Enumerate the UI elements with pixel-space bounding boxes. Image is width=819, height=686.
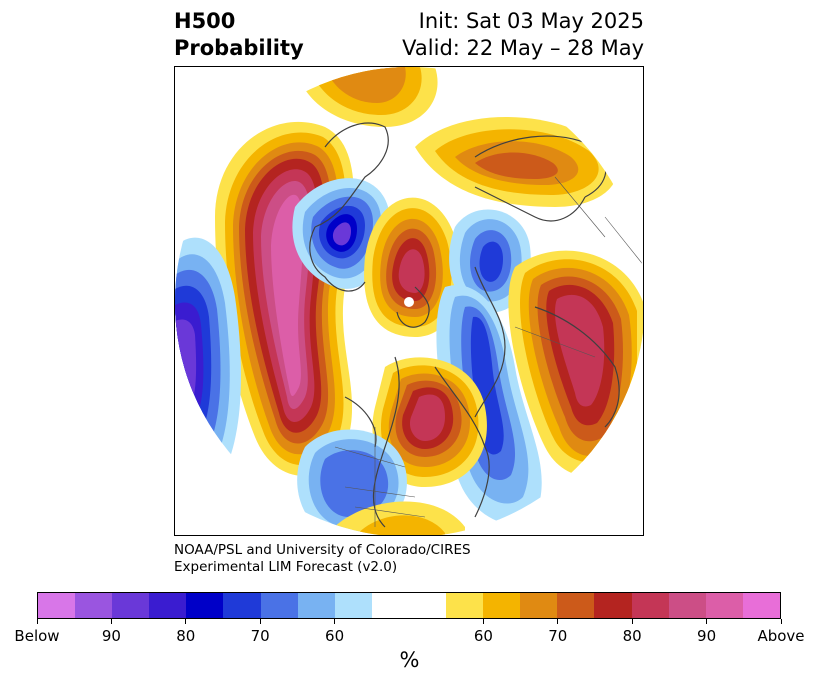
colorbar-tick: [259, 619, 261, 624]
colorbar-segment: [149, 593, 187, 618]
colorbar-tick-label: 70: [548, 627, 568, 645]
colorbar-segment: [112, 593, 150, 618]
colorbar-segment: [446, 593, 484, 618]
map-panel: [174, 66, 644, 536]
negative-anomaly-north: [292, 178, 391, 289]
colorbar-tick-label: 90: [101, 627, 121, 645]
colorbar-segment: [38, 593, 76, 618]
valid-range: Valid: 22 May – 28 May: [402, 36, 644, 60]
positive-anomaly-pacific: [215, 121, 354, 476]
credit-text: NOAA/PSL and University of Colorado/CIRE…: [174, 542, 471, 576]
colorbar-tick: [334, 619, 336, 624]
map-title: H500 Probability: [174, 8, 304, 62]
colorbar-segment: [483, 593, 521, 618]
credit-line-1: NOAA/PSL and University of Colorado/CIRE…: [174, 542, 471, 558]
colorbar-segment: [260, 593, 298, 618]
colorbar-unit: %: [399, 648, 420, 672]
colorbar-segment: [223, 593, 261, 618]
positive-anomaly-greenland: [364, 197, 461, 337]
colorbar-tick: [110, 619, 112, 624]
colorbar-ticks: Below 90 80 70 60 60 70 80 90 Above: [14, 619, 805, 649]
colorbar-segment: [742, 593, 780, 618]
positive-anomaly-asia-north: [415, 117, 617, 207]
credit-line-2: Experimental LIM Forecast (v2.0): [174, 559, 398, 575]
colorbar-tick-label: 70: [250, 627, 270, 645]
colorbar-segment: [75, 593, 113, 618]
title-variable: Probability: [174, 36, 304, 60]
colorbar-segment: [594, 593, 632, 618]
colorbar-segment: [631, 593, 669, 618]
colorbar-segment: [408, 593, 447, 618]
colorbar-segment: [186, 593, 224, 618]
colorbar-segment: [334, 593, 372, 618]
probability-fill: [175, 67, 643, 535]
colorbar-tick-label: 80: [176, 627, 196, 645]
colorbar-segment: [705, 593, 743, 618]
colorbar-tick-label: 80: [622, 627, 642, 645]
colorbar-segment: [371, 593, 409, 618]
colorbar-tick: [631, 619, 633, 624]
probability-map: [175, 67, 643, 535]
colorbar-tick: [557, 619, 559, 624]
colorbar-tick: [780, 619, 782, 624]
colorbar: [37, 592, 781, 619]
colorbar-tick: [185, 619, 187, 624]
colorbar-segment: [520, 593, 558, 618]
colorbar-tick-label: Above: [757, 627, 805, 645]
colorbar-tick-label: 60: [473, 627, 493, 645]
colorbar-tick-label: 90: [697, 627, 717, 645]
colorbar-tick: [36, 619, 38, 624]
positive-anomaly-east: [508, 250, 643, 477]
colorbar-segment: [297, 593, 335, 618]
colorbar-tick-label: Below: [14, 627, 60, 645]
pole-marker: [404, 297, 414, 307]
colorbar-tick: [482, 619, 484, 624]
positive-anomaly-south: [325, 501, 465, 535]
colorbar-tick-label: 60: [325, 627, 345, 645]
colorbar-segment: [668, 593, 706, 618]
init-date: Init: Sat 03 May 2025: [418, 9, 644, 33]
colorbar-segment: [557, 593, 595, 618]
colorbar-tick: [706, 619, 708, 624]
title-field: H500: [174, 9, 236, 33]
coastlines: [309, 122, 620, 528]
forecast-dates: Init: Sat 03 May 2025 Valid: 22 May – 28…: [402, 8, 644, 62]
